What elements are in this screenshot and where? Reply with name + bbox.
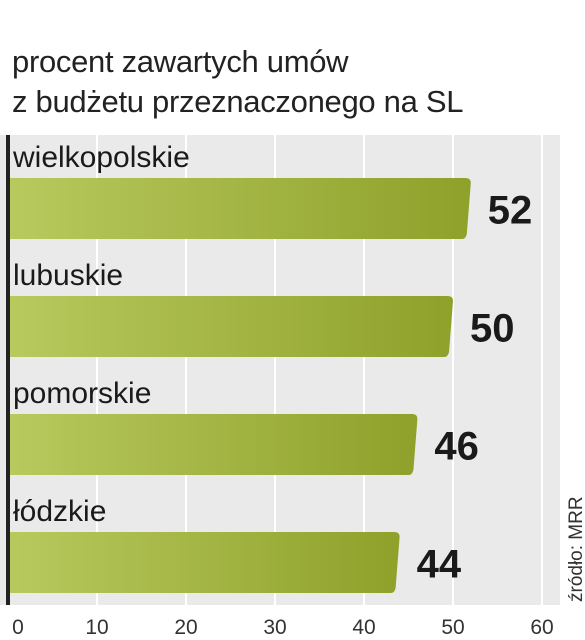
x-axis-ticks: 0 10 20 30 40 50 60 [12,616,554,639]
tick-label-60: 60 [530,616,553,639]
category-label-4: łódzkie [13,495,106,528]
tick-label-50: 50 [441,616,464,639]
labels: wielkopolskie 52 lubuskie 50 pomorskie 46 łódz… [12,141,532,587]
source-note: źródło: MRR [566,496,585,602]
chart-title-line-2: z budżetu przeznaczonego na SL [12,84,464,119]
value-label-2: 50 [470,307,515,351]
tick-label-40: 40 [352,616,375,639]
category-label-2: lubuskie [13,259,123,292]
value-label-4: 44 [417,543,462,587]
bars [8,178,471,593]
chart-title: procent zawartych umów z budżetu przezna… [12,42,463,122]
tick-label-30: 30 [263,616,286,639]
bar-2 [8,296,453,357]
category-label-1: wielkopolskie [12,141,190,174]
chart-title-line-1: procent zawartych umów [12,44,349,79]
bar-3 [8,414,418,475]
tick-label-0: 0 [12,616,24,639]
tick-label-10: 10 [85,616,108,639]
bar-4 [8,532,400,593]
value-label-1: 52 [488,189,533,233]
category-label-3: pomorskie [13,377,151,410]
value-label-3: 46 [434,425,479,469]
bar-1 [8,178,471,239]
tick-label-20: 20 [174,616,197,639]
